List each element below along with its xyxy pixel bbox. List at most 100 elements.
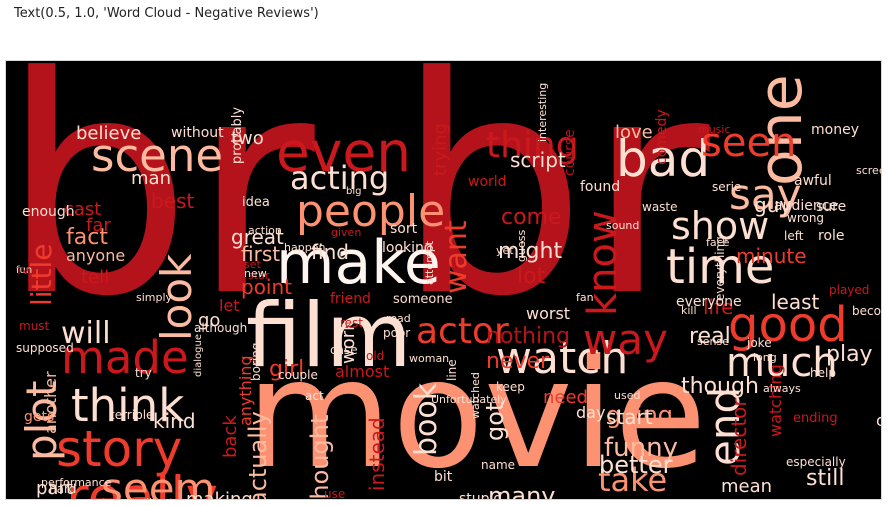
word-best: best <box>151 189 194 213</box>
word-make: make <box>276 228 441 298</box>
word-look: look <box>152 253 201 341</box>
word-trying: trying <box>430 123 451 176</box>
word-screen: screen <box>856 164 881 177</box>
word-say: say <box>729 170 801 219</box>
word-will: will <box>61 316 111 351</box>
word-better: better <box>599 451 673 479</box>
word-watch: watch <box>496 333 628 384</box>
word-good: good <box>728 297 848 353</box>
word-man: man <box>131 168 171 189</box>
word-work: work <box>338 320 359 364</box>
word-yet: yet <box>496 244 514 257</box>
word-play: play <box>826 342 873 367</box>
word-script: script <box>510 148 566 172</box>
word-let: let <box>219 296 240 315</box>
word-br: br <box>396 61 713 362</box>
word-everyone: everyone <box>676 294 742 310</box>
word-played: played <box>829 283 869 297</box>
word-supposed: supposed <box>16 341 74 355</box>
word-need: need <box>543 387 588 408</box>
word-old: old <box>366 349 384 363</box>
word-big: big <box>346 186 361 197</box>
cell-output-text: Text(0.5, 1.0, 'Word Cloud - Negative Re… <box>14 6 319 21</box>
word-try: try <box>135 366 152 380</box>
word-live: live <box>146 496 166 499</box>
word-take: take <box>598 461 667 499</box>
word-time: time <box>666 239 774 295</box>
word-terrible: terrible <box>110 408 153 422</box>
word-cast: cast <box>64 199 101 220</box>
word-life: life <box>703 295 733 319</box>
word-character: character <box>466 497 730 499</box>
word-kill: kill <box>681 304 697 317</box>
word-new: new <box>244 267 267 280</box>
word-thing: thing <box>486 125 579 166</box>
word-great: great <box>231 225 284 249</box>
word-know: know <box>580 210 626 316</box>
word-sound: sound <box>606 219 639 232</box>
word-money: money <box>811 122 859 138</box>
word-show: show <box>671 204 769 248</box>
word-thought: thought <box>306 415 334 499</box>
word-performance: performance <box>41 476 112 489</box>
word-least: least <box>771 290 820 314</box>
word-tv: TV <box>15 266 29 277</box>
word-far: far <box>86 215 111 236</box>
word-real: real <box>689 324 731 349</box>
word-want: want <box>439 220 474 294</box>
word-bad: bad <box>616 130 710 188</box>
word-end: end <box>700 387 749 466</box>
word-looking: looking <box>382 240 433 256</box>
word-course: course <box>562 129 578 176</box>
word-seem: seem <box>101 464 215 499</box>
word-set: set <box>244 258 261 271</box>
word-stupid: stupid <box>459 491 502 499</box>
word-two: two <box>231 128 264 149</box>
word-watched: watched <box>469 372 482 419</box>
word-enough: enough <box>22 204 75 220</box>
word-cloud-figure: brbrmoviefilmoneevenmakecharactertimegoo… <box>5 60 882 500</box>
word-unfortunately: Unfortunately <box>431 393 507 406</box>
word-love: love <box>615 122 653 143</box>
word-go: go <box>198 310 220 331</box>
word-believe: believe <box>76 123 141 144</box>
word-director: director <box>727 398 751 476</box>
word-couple: couple <box>278 368 318 382</box>
word-idea: idea <box>242 195 270 210</box>
word-acting: acting <box>290 159 389 197</box>
word-rest: rest <box>340 316 363 330</box>
word-guy: guy <box>754 193 791 217</box>
word-girl: girl <box>269 357 304 382</box>
word-gets: gets <box>24 409 54 425</box>
word-must: must <box>19 319 50 333</box>
word-action: action <box>248 224 282 237</box>
word-movie: movie <box>246 328 707 499</box>
word-book: book <box>409 382 444 456</box>
word-watching: watching <box>766 364 785 437</box>
word-without: without <box>171 125 224 141</box>
word-name: name <box>481 458 515 472</box>
word-given: given <box>331 226 361 239</box>
word-funny: funny <box>604 433 678 463</box>
word-tell: tell <box>81 267 109 288</box>
word-someone: someone <box>393 292 453 307</box>
word-people: people <box>296 186 445 237</box>
word-story: story <box>56 420 182 478</box>
word-wrong: wrong <box>787 211 824 225</box>
word-fun: fun <box>16 265 32 276</box>
word-read: read <box>386 312 411 325</box>
word-use: use <box>324 487 345 499</box>
word-still: still <box>806 466 844 491</box>
word-keep: keep <box>496 380 525 394</box>
word-point: point <box>241 275 292 299</box>
word-even: even <box>276 120 411 184</box>
word-lot: lot <box>517 264 546 289</box>
word-seen: seen <box>701 120 796 166</box>
word-anything: anything <box>236 355 255 426</box>
word-little: little <box>25 243 58 306</box>
word-sure: sure <box>816 199 846 215</box>
word-come: come <box>501 205 562 230</box>
word-star: star <box>248 269 270 282</box>
word-might: might <box>498 239 562 264</box>
word-bit: bit <box>434 469 453 485</box>
